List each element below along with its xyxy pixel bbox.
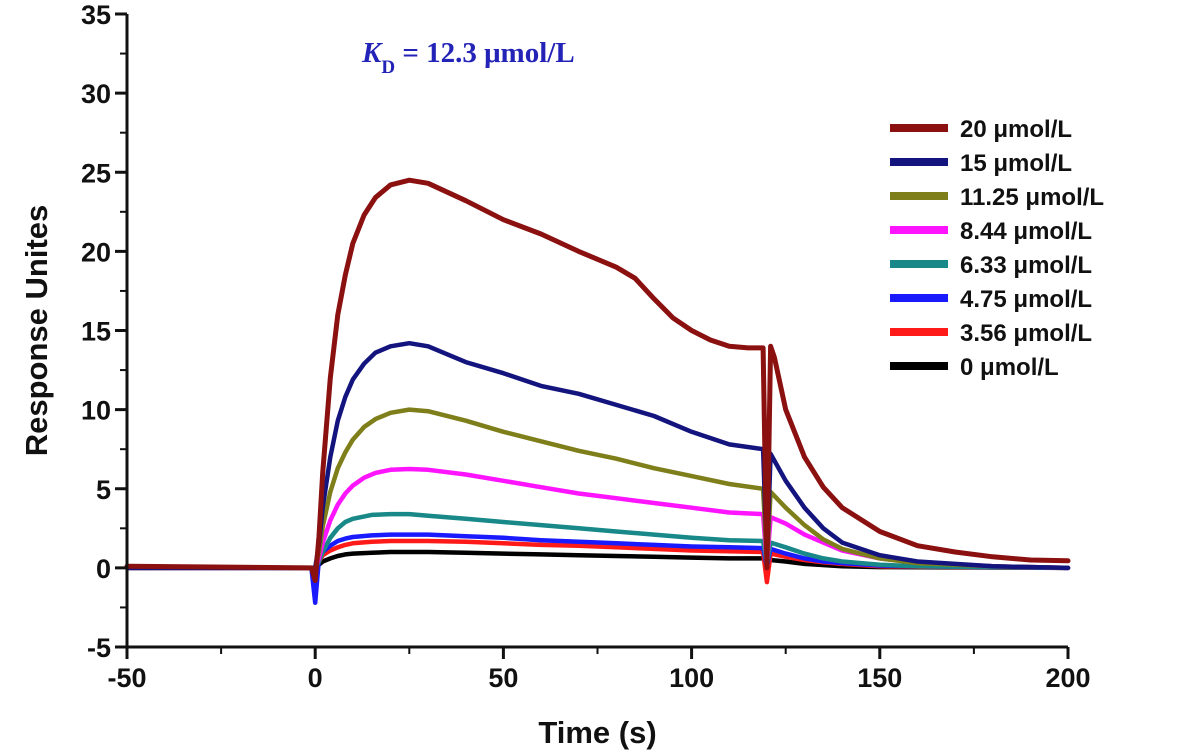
legend-label: 4.75 μmol/L [960, 286, 1092, 313]
y-ticks: -5 0 5 10 15 20 25 30 35 [81, 0, 127, 663]
y-axis-title: Response Unites [19, 205, 54, 457]
series-line [124, 407, 1071, 571]
x-tick-label: 50 [488, 663, 518, 693]
plot-series [124, 177, 1071, 605]
y-tick-label: 0 [96, 554, 111, 584]
y-tick-label: 25 [81, 158, 111, 188]
kd-symbol: K [361, 37, 383, 69]
y-tick-label: 15 [81, 317, 111, 347]
legend-label: 15 μmol/L [960, 150, 1072, 177]
kd-annotation: KD = 12.3 μmol/L [361, 37, 575, 78]
legend-label: 8.44 μmol/L [960, 218, 1092, 245]
kd-value: = 12.3 μmol/L [395, 37, 575, 69]
y-tick-label: 5 [96, 475, 111, 505]
series-line [124, 466, 1071, 571]
kd-subscript: D [381, 57, 395, 78]
y-tick-label: 20 [81, 237, 111, 267]
y-tick-label: 30 [81, 79, 111, 109]
x-tick-label: 150 [857, 663, 902, 693]
series-line [124, 511, 1071, 571]
series-line [124, 532, 1071, 605]
x-tick-label: 200 [1045, 663, 1090, 693]
series-line [124, 538, 1071, 585]
x-tick-label: 100 [669, 663, 714, 693]
x-tick-label: 0 [308, 663, 323, 693]
legend: 20 μmol/L 15 μmol/L 11.25 μmol/L 8.44 μmol/… [890, 116, 1104, 381]
x-tick-label: -50 [107, 663, 146, 693]
series-line [124, 549, 1071, 571]
series-line [124, 177, 1071, 583]
legend-label: 6.33 μmol/L [960, 252, 1092, 279]
y-tick-label: 35 [81, 0, 111, 30]
series-line [124, 340, 1071, 571]
legend-label: 3.56 μmol/L [960, 320, 1092, 347]
y-tick-label: -5 [87, 633, 111, 663]
legend-label: 11.25 μmol/L [960, 184, 1104, 211]
x-axis-title: Time (s) [538, 715, 656, 750]
legend-label: 20 μmol/L [960, 116, 1072, 143]
y-tick-label: 10 [81, 396, 111, 426]
legend-label: 0 μmol/L [960, 354, 1059, 381]
x-ticks: -50 0 50 100 150 200 [107, 647, 1091, 693]
